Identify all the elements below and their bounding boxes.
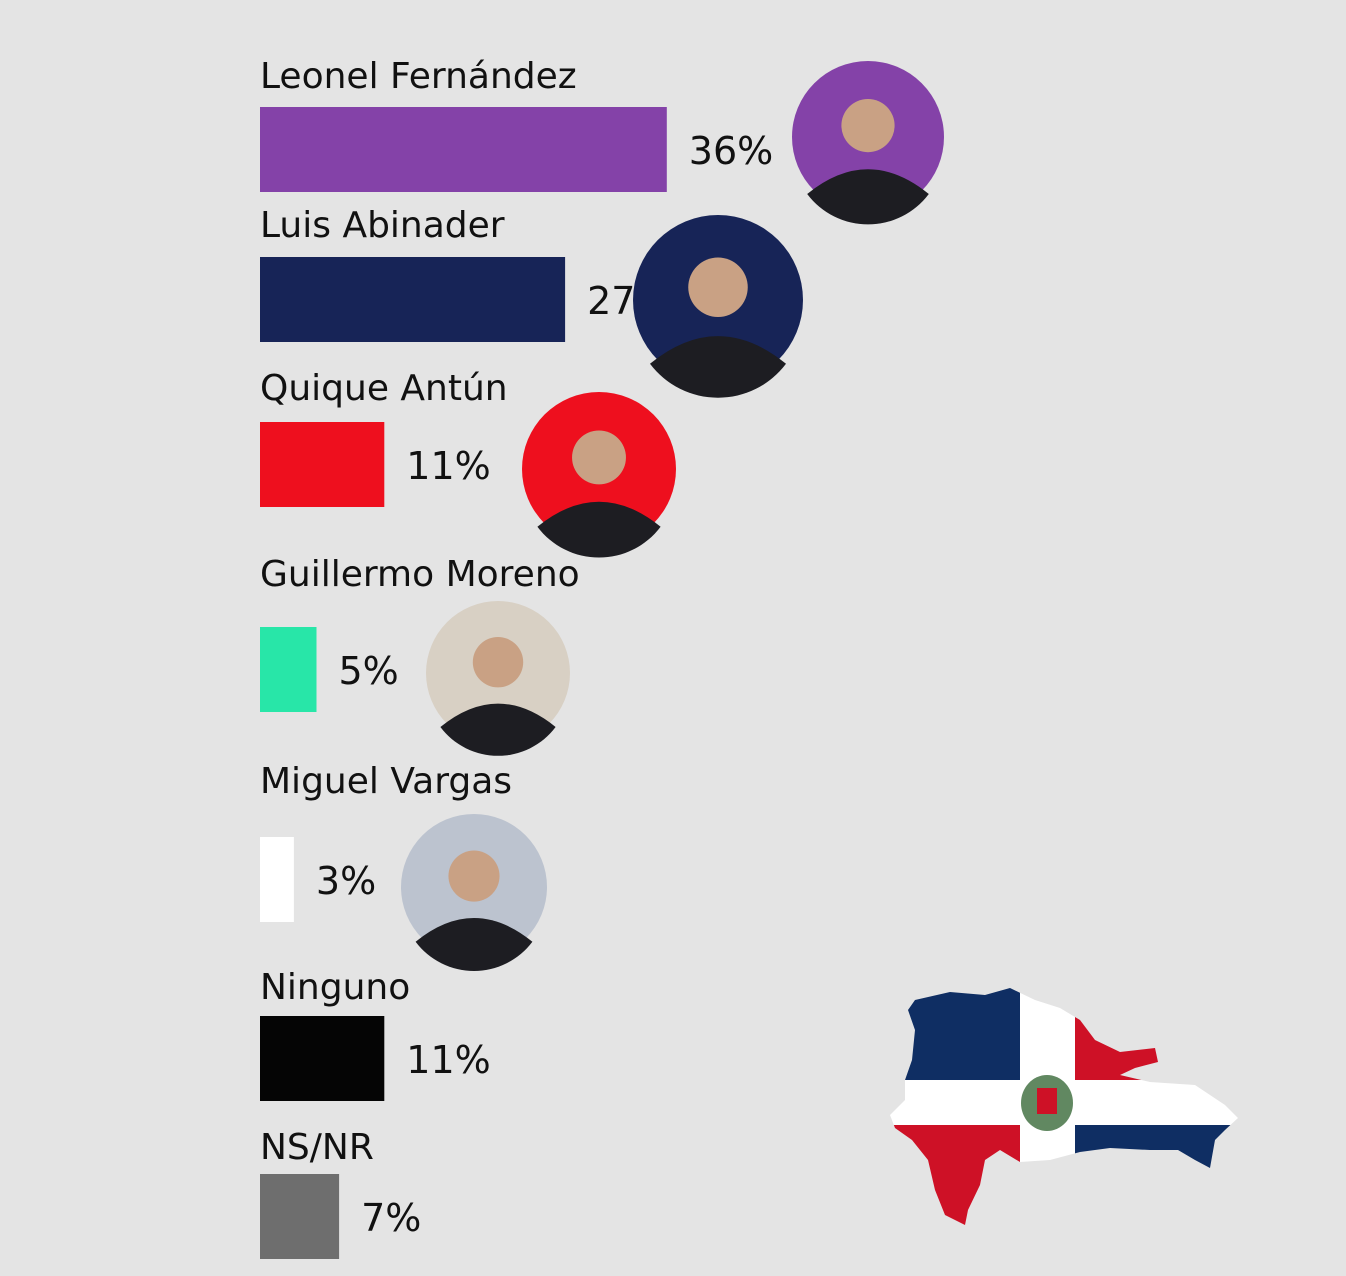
value-label: 11% xyxy=(406,444,490,488)
photo-body xyxy=(650,336,786,398)
photo-head xyxy=(448,850,500,902)
category-label: Quique Antún xyxy=(260,368,508,409)
value-label: 36% xyxy=(689,129,773,173)
photo-head xyxy=(841,99,895,153)
photo-body xyxy=(537,501,661,558)
category-label: Guillermo Moreno xyxy=(260,554,580,595)
category-label: NS/NR xyxy=(260,1127,374,1168)
category-label: Luis Abinader xyxy=(260,205,505,246)
value-label: 11% xyxy=(406,1038,490,1082)
bar xyxy=(260,1174,340,1259)
value-label: 5% xyxy=(339,649,399,693)
photo-head xyxy=(572,430,626,485)
category-label: Miguel Vargas xyxy=(260,761,512,802)
category-label: Leonel Fernández xyxy=(260,56,577,97)
photo-body xyxy=(415,918,533,971)
photo-head xyxy=(688,257,748,317)
bar xyxy=(260,257,566,342)
bar xyxy=(260,837,294,922)
category-label: Ninguno xyxy=(260,967,410,1008)
photo-body xyxy=(807,169,929,225)
bar xyxy=(260,422,385,507)
value-label: 7% xyxy=(361,1196,421,1240)
photo-head xyxy=(472,637,524,688)
photo-body xyxy=(440,703,556,756)
bar xyxy=(260,1016,385,1101)
bar xyxy=(260,627,317,712)
value-label: 3% xyxy=(316,859,376,903)
bar xyxy=(260,107,667,192)
